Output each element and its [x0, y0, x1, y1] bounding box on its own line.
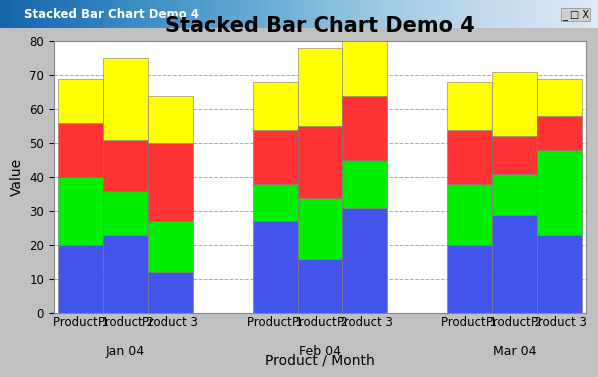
Bar — [253, 130, 298, 184]
Text: Feb 04: Feb 04 — [299, 345, 341, 358]
Y-axis label: Value: Value — [10, 158, 24, 196]
Bar — [492, 72, 537, 136]
Bar — [298, 48, 342, 126]
Bar — [447, 82, 492, 130]
Bar — [537, 116, 582, 150]
Bar — [447, 184, 492, 245]
Bar — [342, 96, 388, 160]
Bar — [492, 215, 537, 313]
Bar — [492, 136, 537, 174]
Bar — [537, 235, 582, 313]
Bar — [298, 259, 342, 313]
Bar — [298, 198, 342, 259]
Bar — [148, 272, 193, 313]
Bar — [253, 82, 298, 130]
Text: Jan 04: Jan 04 — [106, 345, 145, 358]
Bar — [59, 123, 103, 177]
Bar — [298, 126, 342, 198]
Bar — [537, 150, 582, 235]
Bar — [342, 41, 388, 96]
Bar — [59, 79, 103, 123]
Bar — [103, 58, 148, 140]
Text: Stacked Bar Chart Demo 4: Stacked Bar Chart Demo 4 — [24, 8, 199, 21]
Bar — [148, 221, 193, 272]
Bar — [447, 130, 492, 184]
Bar — [59, 177, 103, 245]
Bar — [103, 235, 148, 313]
Bar — [59, 245, 103, 313]
Bar — [148, 96, 193, 143]
Bar — [342, 208, 388, 313]
Title: Stacked Bar Chart Demo 4: Stacked Bar Chart Demo 4 — [165, 16, 475, 36]
Bar — [342, 160, 388, 208]
Bar — [148, 143, 193, 221]
Bar — [447, 245, 492, 313]
X-axis label: Product / Month: Product / Month — [265, 354, 375, 368]
Bar — [103, 191, 148, 235]
Bar — [492, 174, 537, 215]
Bar — [537, 79, 582, 116]
Bar — [253, 184, 298, 221]
Bar — [253, 221, 298, 313]
Bar — [103, 140, 148, 191]
Text: _ □ X: _ □ X — [562, 9, 589, 20]
Text: Mar 04: Mar 04 — [493, 345, 536, 358]
